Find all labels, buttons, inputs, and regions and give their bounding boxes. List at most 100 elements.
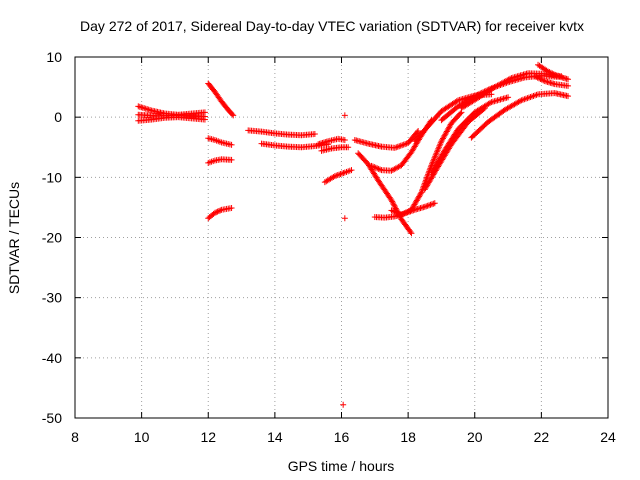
data-point	[397, 142, 404, 149]
x-axis-title: GPS time / hours	[288, 458, 395, 474]
data-point	[336, 171, 343, 178]
data-point	[392, 204, 399, 211]
data-point	[531, 73, 538, 80]
data-point	[368, 162, 375, 169]
data-point	[226, 156, 233, 163]
data-point	[393, 144, 400, 151]
data-point	[400, 141, 407, 148]
data-point	[428, 201, 435, 208]
data-point	[330, 173, 337, 180]
data-point	[485, 100, 492, 107]
data-point	[399, 142, 406, 149]
data-point	[507, 75, 514, 82]
data-point	[389, 199, 396, 206]
data-point	[426, 202, 433, 209]
data-point	[228, 110, 235, 117]
x-tick-label: 18	[400, 429, 416, 445]
data-point	[375, 165, 382, 172]
y-tick-label: -40	[42, 350, 62, 366]
data-point	[217, 207, 224, 214]
data-point	[210, 136, 217, 143]
data-point	[505, 76, 512, 83]
data-point	[550, 71, 557, 78]
data-point	[399, 210, 406, 217]
data-point	[310, 131, 317, 138]
data-point	[563, 75, 570, 82]
data-point	[488, 85, 495, 92]
chart-title: Day 272 of 2017, Sidereal Day-to-day VTE…	[80, 18, 584, 34]
data-point	[223, 104, 230, 111]
data-point	[226, 141, 233, 148]
data-point	[343, 144, 350, 151]
data-point	[363, 140, 370, 147]
data-point	[503, 94, 510, 101]
data-point	[326, 145, 333, 152]
data-point	[547, 69, 554, 76]
data-point	[398, 211, 405, 218]
y-axis-title: SDTVAR / TECUs	[6, 182, 22, 294]
x-tick-label: 16	[334, 429, 350, 445]
data-point	[404, 208, 411, 215]
data-point	[430, 200, 437, 207]
data-point	[210, 86, 217, 93]
data-point	[394, 143, 401, 150]
data-point	[341, 112, 348, 119]
data-point	[487, 99, 494, 106]
data-point	[371, 164, 378, 171]
data-point	[534, 74, 541, 81]
data-point	[472, 96, 479, 103]
data-point	[406, 227, 413, 234]
x-tick-label: 8	[71, 429, 79, 445]
data-point	[328, 174, 335, 181]
data-point	[535, 75, 542, 82]
data-point	[209, 211, 216, 218]
data-point	[389, 208, 396, 215]
data-point	[346, 167, 353, 174]
data-point	[210, 158, 217, 165]
data-point	[362, 158, 369, 165]
data-point	[453, 98, 460, 105]
x-tick-label: 24	[600, 429, 616, 445]
data-point	[391, 208, 398, 215]
data-point	[423, 125, 430, 132]
data-point	[226, 205, 233, 212]
data-point	[388, 207, 395, 214]
data-point	[542, 66, 549, 73]
data-point	[515, 98, 522, 105]
data-point	[386, 194, 393, 201]
x-tick-labels: 8 10 12 14 16 18 20 22 24	[71, 429, 616, 445]
data-point	[533, 73, 540, 80]
data-point	[407, 229, 414, 236]
data-point	[563, 82, 570, 89]
data-point	[334, 172, 341, 179]
data-point	[402, 141, 409, 148]
data-point	[377, 166, 384, 173]
y-tick-label: -30	[42, 290, 62, 306]
data-point	[452, 105, 459, 112]
data-point	[423, 203, 430, 210]
x-tick-label: 10	[134, 429, 150, 445]
data-point	[417, 190, 424, 197]
data-point	[340, 136, 347, 143]
data-points	[135, 61, 572, 408]
data-point	[390, 213, 397, 220]
data-point	[390, 201, 397, 208]
data-point	[392, 209, 399, 216]
data-point	[340, 401, 347, 408]
data-point	[499, 108, 506, 115]
x-tick-label: 14	[267, 429, 283, 445]
data-point	[216, 138, 223, 145]
y-tick-label: -10	[42, 169, 62, 185]
data-point	[533, 91, 540, 98]
data-point	[373, 174, 380, 181]
data-point	[215, 208, 222, 215]
y-tick-label: -50	[42, 410, 62, 426]
x-tick-label: 12	[200, 429, 216, 445]
data-point	[553, 72, 560, 79]
data-point	[424, 202, 431, 209]
data-point	[333, 172, 340, 179]
data-point	[440, 150, 447, 157]
y-tick-label: 0	[54, 109, 62, 125]
data-point	[395, 210, 402, 217]
